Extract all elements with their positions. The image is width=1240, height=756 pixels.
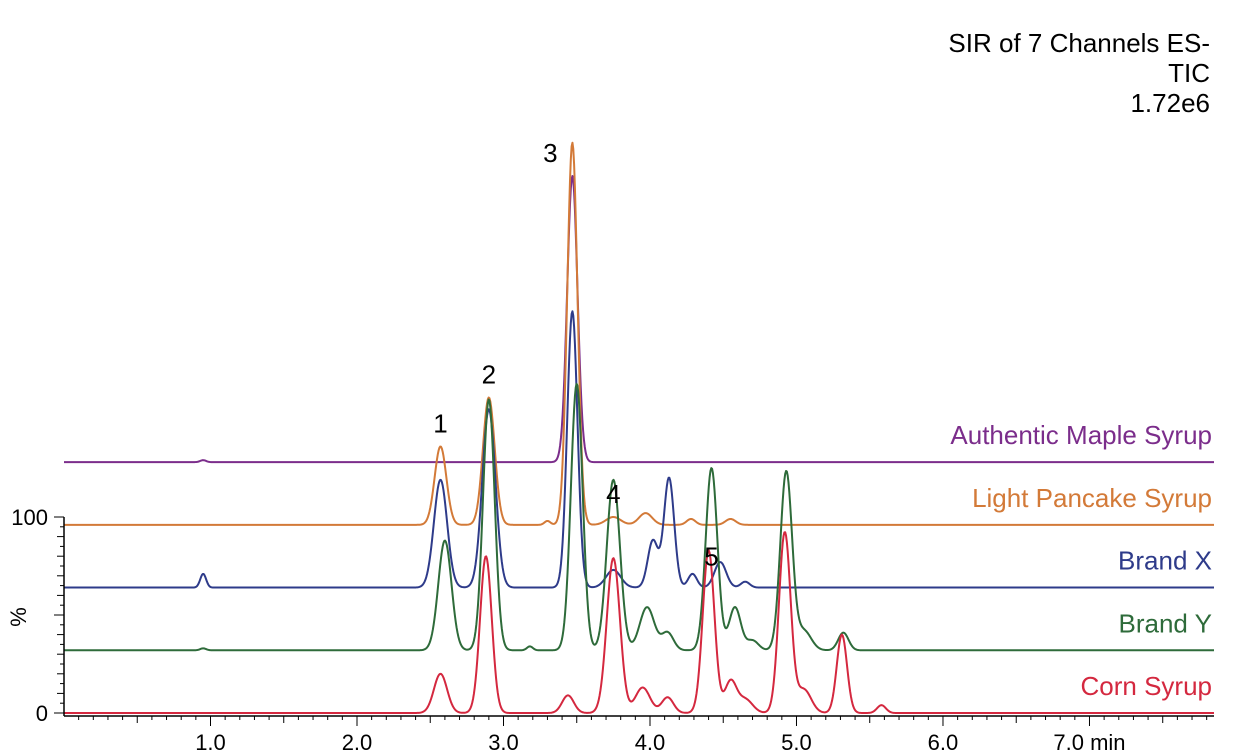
trace-brand-x [63, 310, 1215, 589]
axes-group: 1.0 2.0 3.0 4.0 5.0 6.0 7.0 min 0 100% [6, 505, 1214, 755]
trace-authentic-maple-syrup [63, 175, 1215, 464]
x-tick-label: 5.0 [781, 730, 812, 755]
peak-annotation: 1 [433, 408, 447, 438]
y-tick-label: 100 [11, 505, 48, 530]
trace-corn-syrup [63, 531, 1215, 714]
x-tick-label: 3.0 [488, 730, 519, 755]
x-tick-label: 4.0 [635, 730, 666, 755]
header-line: SIR of 7 Channels ES- [948, 28, 1210, 58]
y-tick-label: 0 [36, 701, 48, 726]
peak-annotation: 5 [704, 541, 718, 571]
header-line: TIC [1168, 58, 1210, 88]
y-axis-label: % [6, 607, 31, 627]
series-label: Brand X [1118, 546, 1212, 576]
x-tick-label: 1.0 [195, 730, 226, 755]
x-tick-label: 6.0 [928, 730, 959, 755]
peak-annotation: 4 [606, 479, 620, 509]
peak-annotation: 2 [482, 359, 496, 389]
x-tick-label: 7.0 min [1053, 730, 1125, 755]
series-label: Light Pancake Syrup [972, 483, 1212, 513]
trace-group [63, 141, 1215, 714]
series-label: Authentic Maple Syrup [950, 420, 1212, 450]
header-line: 1.72e6 [1130, 88, 1210, 118]
label-group: Authentic Maple Syrup Light Pancake Syrup… [433, 28, 1212, 701]
series-label: Corn Syrup [1081, 671, 1213, 701]
trace-brand-y [63, 382, 1215, 652]
x-tick-label: 2.0 [342, 730, 373, 755]
peak-annotation: 3 [543, 138, 557, 168]
trace-light-pancake-syrup [63, 141, 1215, 526]
series-label: Brand Y [1119, 608, 1212, 638]
